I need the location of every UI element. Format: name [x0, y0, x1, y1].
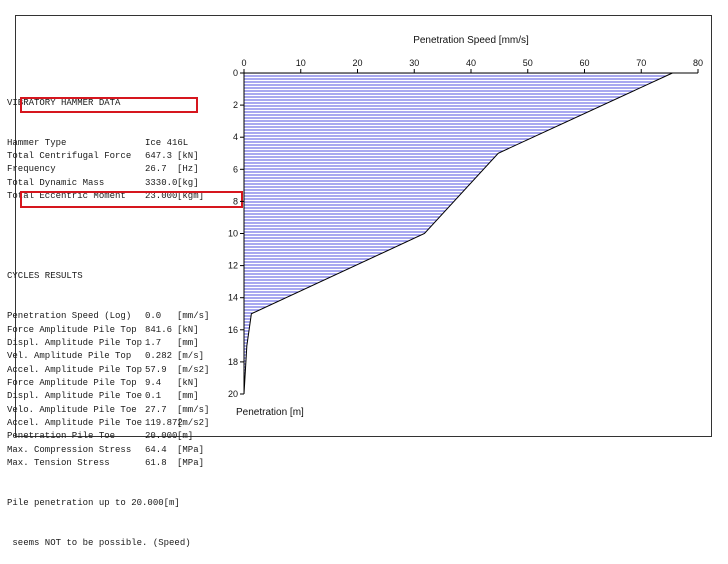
row-label: Frequency — [7, 164, 56, 175]
cycles-row: Accel. Amplitude Pile Top 57.9 [m/s2] — [7, 364, 209, 377]
y-axis-ticks: 0 2 4 6 8 10 12 14 16 18 20 — [228, 68, 244, 399]
cycles-section-title: CYCLES RESULTS — [7, 271, 83, 282]
row-label: Force Amplitude Pile Top — [7, 324, 137, 335]
cycles-row: Force Amplitude Pile Top 841.6 [kN] — [7, 324, 199, 337]
cycles-data-list: Penetration Speed (Log) 0.0 [mm/s] Force Am… — [7, 310, 209, 470]
x-axis-ticks: 0 10 20 30 40 50 60 70 80 — [241, 58, 703, 73]
x-tick-label: 10 — [296, 58, 306, 68]
x-tick-label: 30 — [409, 58, 419, 68]
row-label: Penetration Speed (Log) — [7, 311, 132, 322]
hammer-type-highlight — [20, 97, 198, 113]
penetration-area-fill — [244, 73, 673, 394]
row-unit: [mm] — [177, 391, 199, 402]
row-value: 27.7 — [145, 404, 167, 415]
y-tick-label: 6 — [233, 164, 238, 174]
row-label: Vel. Amplitude Pile Top — [7, 351, 132, 362]
row-value: 119.872 — [145, 417, 183, 428]
row-value: 0.282 — [145, 351, 173, 362]
cycles-row: Accel. Amplitude Pile Toe 119.872 [m/s2] — [7, 417, 209, 430]
row-value: 57.9 — [145, 364, 167, 375]
penetration-note-line-2: seems NOT to be possible. (Speed) — [7, 538, 191, 549]
row-value: 3330.0 — [145, 177, 178, 188]
y-tick-label: 0 — [233, 68, 238, 78]
row-value: 9.4 — [145, 377, 162, 388]
cycles-row: Force Amplitude Pile Top 9.4 [kN] — [7, 377, 199, 390]
y-tick-label: 4 — [233, 132, 238, 142]
row-label: Force Amplitude Pile Top — [7, 377, 137, 388]
y-tick-label: 12 — [228, 261, 238, 271]
cycles-row: Penetration Pile Toe 20.000 [m] — [7, 430, 194, 443]
x-axis-title: Penetration Speed [mm/s] — [413, 35, 529, 46]
row-label: Max. Tension Stress — [7, 457, 110, 468]
penetration-speed-highlight — [20, 191, 243, 208]
row-value: 1.7 — [145, 337, 162, 348]
x-tick-label: 40 — [466, 58, 476, 68]
y-tick-label: 2 — [233, 100, 238, 110]
row-value: 0.1 — [145, 391, 162, 402]
row-value: 647.3 — [145, 151, 173, 162]
x-tick-label: 60 — [579, 58, 589, 68]
y-axis-title: Penetration [m] — [236, 407, 304, 418]
row-value: 61.8 — [145, 457, 167, 468]
y-tick-label: 18 — [228, 357, 238, 367]
row-unit: [kgm] — [177, 191, 205, 202]
cycles-row: Displ. Amplitude Pile Top 1.7 [mm] — [7, 337, 199, 350]
row-label: Displ. Amplitude Pile Top — [7, 337, 143, 348]
x-tick-label: 50 — [523, 58, 533, 68]
x-tick-label: 0 — [241, 58, 246, 68]
row-unit: [MPa] — [177, 457, 205, 468]
row-unit: [m] — [177, 431, 194, 442]
penetration-speed-chart: 0 10 20 30 40 50 60 70 80 0 2 4 6 8 10 12 14 16 18 20 Pene… — [228, 35, 703, 418]
row-unit: [Hz] — [177, 164, 199, 175]
row-value: 20.000 — [145, 431, 178, 442]
x-tick-label: 20 — [352, 58, 362, 68]
row-label: Accel. Amplitude Pile Top — [7, 364, 143, 375]
row-unit: [kN] — [177, 377, 199, 388]
row-value: 23.000 — [145, 191, 178, 202]
y-tick-label: 8 — [233, 196, 238, 206]
cycles-row: Velo. Amplitude Pile Toe 27.7 [mm/s] — [7, 404, 209, 417]
x-tick-label: 70 — [636, 58, 646, 68]
row-value: 841.6 — [145, 324, 173, 335]
penetration-speed-line — [243, 72, 673, 395]
row-label: Velo. Amplitude Pile Toe — [7, 404, 137, 415]
row-value: Ice 416L — [145, 137, 189, 148]
row-value: 26.7 — [145, 164, 167, 175]
row-label: Hammer Type — [7, 137, 67, 148]
hammer-section-title: VIBRATORY HAMMER DATA — [7, 97, 121, 108]
row-unit: [kN] — [177, 324, 199, 335]
y-tick-label: 20 — [228, 389, 238, 399]
row-label: Penetration Pile Toe — [7, 431, 116, 442]
row-label: Accel. Amplitude Pile Toe — [7, 417, 143, 428]
row-unit: [mm/s] — [177, 404, 210, 415]
row-label: Total Dynamic Mass — [7, 177, 105, 188]
cycles-row: Displ. Amplitude Pile Toe 0.1 [mm] — [7, 390, 199, 403]
hammer-row: Total Dynamic Mass 3330.0 [kg] — [7, 177, 199, 190]
row-unit: [m/s2] — [177, 417, 210, 428]
x-tick-label: 80 — [693, 58, 703, 68]
hammer-row: Hammer Type Ice 416L — [7, 137, 191, 150]
row-unit: [m/s] — [177, 351, 205, 362]
cycles-row: Penetration Speed (Log) 0.0 [mm/s] — [7, 310, 209, 323]
y-tick-label: 14 — [228, 293, 238, 303]
row-unit: [mm] — [177, 337, 199, 348]
row-unit: [mm/s] — [177, 311, 210, 322]
row-value: 0.0 — [145, 311, 162, 322]
y-tick-label: 10 — [228, 229, 238, 239]
row-label: Displ. Amplitude Pile Toe — [7, 391, 143, 402]
cycles-row: Max. Tension Stress 61.8 [MPa] — [7, 457, 204, 470]
y-tick-label: 16 — [228, 325, 238, 335]
row-unit: [m/s2] — [177, 364, 210, 375]
row-label: Total Centrifugal Force — [7, 151, 132, 162]
penetration-note-line-1: Pile penetration up to 20.000[m] — [7, 498, 180, 508]
hammer-row: Total Centrifugal Force 647.3 [kN] — [7, 150, 199, 163]
row-unit: [kN] — [177, 151, 199, 162]
row-unit: [kg] — [177, 177, 199, 188]
cycles-row: Vel. Amplitude Pile Top 0.282 [m/s] — [7, 350, 204, 363]
hammer-row: Frequency 26.7 [Hz] — [7, 163, 199, 176]
